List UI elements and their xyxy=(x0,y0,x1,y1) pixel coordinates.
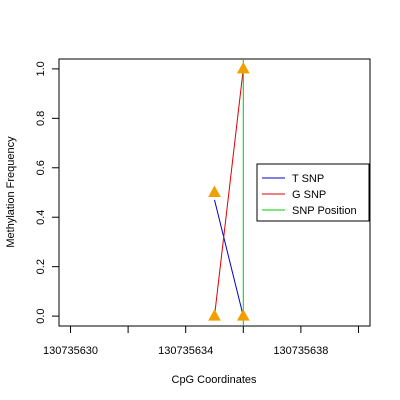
data-point-marker xyxy=(236,309,250,321)
y-axis: 0.0 0.2 0.4 0.6 0.8 1.0 xyxy=(35,61,60,324)
marker-layer xyxy=(208,61,250,321)
x-tick-label: 130735630 xyxy=(43,345,98,357)
legend-label: T SNP xyxy=(292,173,324,185)
series-line-g-snp xyxy=(214,68,244,317)
legend: T SNP G SNP SNP Position xyxy=(256,163,370,222)
y-tick-label: 0.2 xyxy=(35,259,47,274)
legend-box xyxy=(256,163,370,222)
data-point-marker xyxy=(208,185,221,197)
y-tick-label: 1.0 xyxy=(35,61,47,76)
y-tick-label: 0.6 xyxy=(35,160,47,175)
series-line-t-snp xyxy=(214,199,244,317)
x-axis-title: CpG Coordinates xyxy=(172,374,257,386)
legend-label: G SNP xyxy=(292,189,326,201)
legend-label: SNP Position xyxy=(292,205,357,217)
y-tick-label: 0.0 xyxy=(35,308,47,323)
series-layer xyxy=(214,59,244,326)
data-point-marker xyxy=(236,61,250,74)
y-axis-title: Methylation Frequency xyxy=(5,136,17,248)
y-tick-label: 0.4 xyxy=(35,210,47,225)
x-tick-label: 130735638 xyxy=(273,345,328,357)
y-tick-label: 0.8 xyxy=(35,111,47,126)
x-axis: 130735630 130735634 130735638 xyxy=(43,325,359,357)
data-point-marker xyxy=(208,309,221,321)
x-tick-label: 130735634 xyxy=(158,345,213,357)
